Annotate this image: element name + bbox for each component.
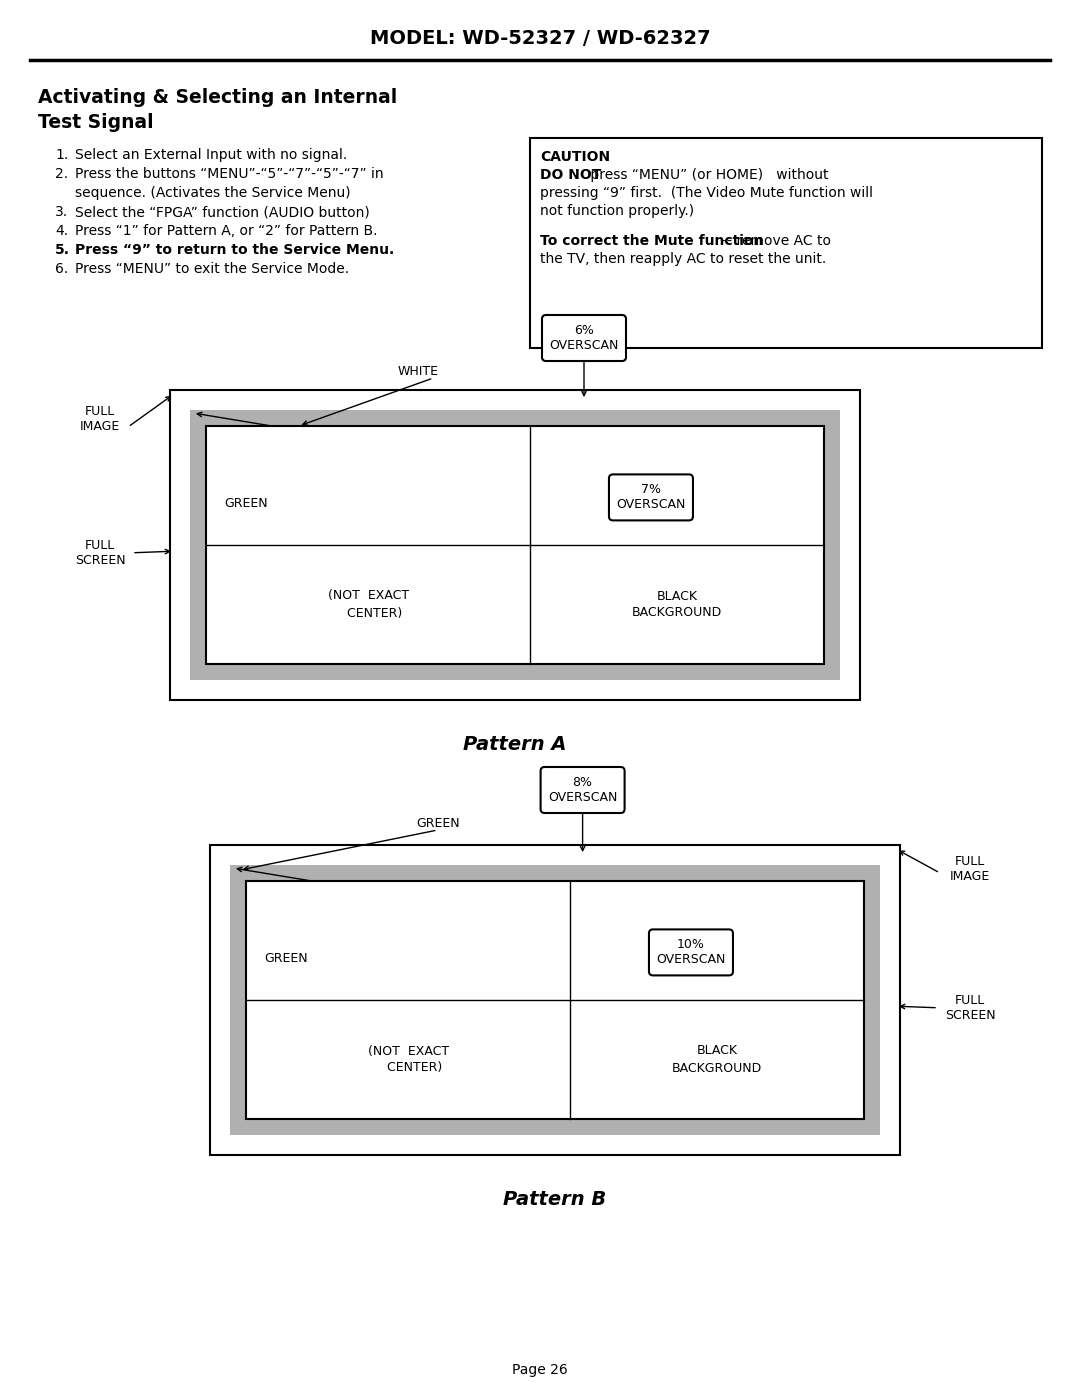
Bar — [210, 845, 900, 1155]
Text: 4.: 4. — [55, 224, 68, 237]
Text: BLACK
BACKGROUND: BLACK BACKGROUND — [632, 590, 723, 619]
Text: 10%
OVERSCAN: 10% OVERSCAN — [657, 939, 726, 967]
Bar — [206, 426, 824, 664]
Text: FULL
SCREEN: FULL SCREEN — [945, 993, 996, 1021]
Text: Select an External Input with no signal.: Select an External Input with no signal. — [75, 148, 348, 162]
Text: (NOT  EXACT
   CENTER): (NOT EXACT CENTER) — [327, 590, 409, 619]
Text: Press the buttons “MENU”-“5”-“7”-“5”-“7” in: Press the buttons “MENU”-“5”-“7”-“5”-“7”… — [75, 168, 383, 182]
Text: FULL
IMAGE: FULL IMAGE — [80, 405, 120, 433]
Text: pressing “9” first.  (The Video Mute function will: pressing “9” first. (The Video Mute func… — [540, 186, 873, 200]
Text: (NOT  EXACT
   CENTER): (NOT EXACT CENTER) — [367, 1045, 449, 1074]
Text: Press “MENU” to exit the Service Mode.: Press “MENU” to exit the Service Mode. — [75, 263, 349, 277]
Text: CAUTION: CAUTION — [540, 149, 610, 163]
Text: -- remove AC to: -- remove AC to — [718, 235, 831, 249]
Text: To correct the Mute function: To correct the Mute function — [540, 235, 764, 249]
Text: Activating & Selecting an Internal: Activating & Selecting an Internal — [38, 88, 397, 108]
Text: 6.: 6. — [55, 263, 68, 277]
Text: GREEN: GREEN — [264, 951, 308, 965]
FancyBboxPatch shape — [649, 929, 733, 975]
Text: MODEL: WD-52327 / WD-62327: MODEL: WD-52327 / WD-62327 — [369, 28, 711, 47]
Text: 8%
OVERSCAN: 8% OVERSCAN — [548, 775, 618, 805]
Text: 5.: 5. — [55, 243, 70, 257]
Text: 6%
OVERSCAN: 6% OVERSCAN — [550, 324, 619, 352]
Text: 2.: 2. — [55, 168, 68, 182]
Text: press “MENU” (or HOME)   without: press “MENU” (or HOME) without — [586, 168, 828, 182]
Text: FULL
SCREEN: FULL SCREEN — [75, 539, 125, 567]
Bar — [246, 882, 864, 1119]
Text: Select the “FPGA” function (AUDIO button): Select the “FPGA” function (AUDIO button… — [75, 205, 369, 219]
Bar — [190, 409, 840, 680]
Bar — [530, 138, 1042, 348]
Text: Pattern B: Pattern B — [503, 1190, 607, 1208]
Text: 1.: 1. — [55, 148, 68, 162]
FancyBboxPatch shape — [542, 314, 626, 360]
Text: GREEN: GREEN — [416, 817, 459, 830]
Text: Pattern A: Pattern A — [463, 735, 567, 754]
Text: WHITE: WHITE — [397, 365, 438, 379]
Text: FULL
IMAGE: FULL IMAGE — [950, 855, 990, 883]
Text: the TV, then reapply AC to reset the unit.: the TV, then reapply AC to reset the uni… — [540, 251, 826, 265]
FancyBboxPatch shape — [609, 475, 693, 521]
Text: Press “1” for Pattern A, or “2” for Pattern B.: Press “1” for Pattern A, or “2” for Patt… — [75, 224, 378, 237]
Text: GREEN: GREEN — [224, 497, 268, 510]
Text: Page 26: Page 26 — [512, 1363, 568, 1377]
Text: sequence. (Activates the Service Menu): sequence. (Activates the Service Menu) — [75, 186, 351, 200]
Bar — [230, 865, 880, 1134]
FancyBboxPatch shape — [541, 767, 624, 813]
Text: DO NOT: DO NOT — [540, 168, 602, 182]
Text: 3.: 3. — [55, 205, 68, 219]
Text: BLACK
BACKGROUND: BLACK BACKGROUND — [672, 1045, 762, 1074]
Text: Test Signal: Test Signal — [38, 113, 153, 131]
Text: 7%
OVERSCAN: 7% OVERSCAN — [617, 483, 686, 511]
Bar — [170, 390, 860, 700]
Text: Press “9” to return to the Service Menu.: Press “9” to return to the Service Menu. — [75, 243, 394, 257]
Text: not function properly.): not function properly.) — [540, 204, 694, 218]
